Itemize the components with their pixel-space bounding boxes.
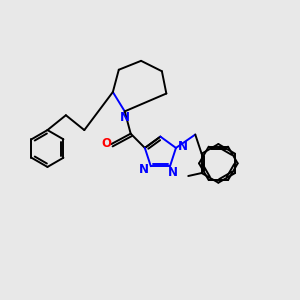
Text: N: N bbox=[139, 163, 149, 176]
Text: N: N bbox=[178, 140, 188, 153]
Text: N: N bbox=[168, 166, 178, 179]
Text: O: O bbox=[101, 137, 111, 150]
Text: N: N bbox=[120, 111, 130, 124]
